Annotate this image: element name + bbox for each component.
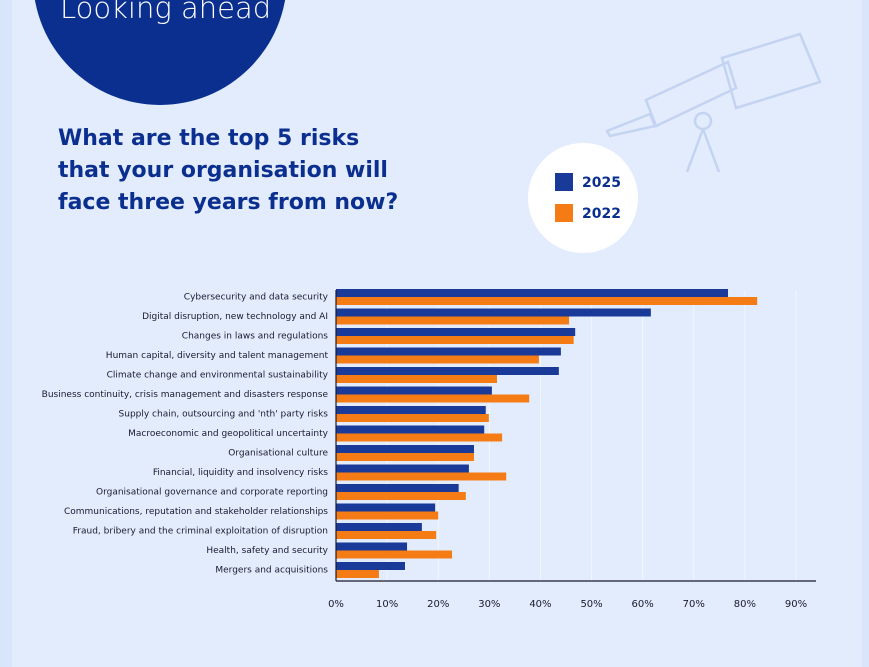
bar: [336, 386, 492, 395]
y-tick-label: Climate change and environmental sustain…: [107, 371, 329, 381]
bar: [336, 433, 503, 442]
x-tick-label: 40%: [529, 599, 551, 610]
y-tick-label: Fraud, bribery and the criminal exploita…: [73, 527, 328, 537]
y-tick-label: Human capital, diversity and talent mana…: [106, 351, 329, 361]
x-tick-label: 70%: [683, 599, 705, 610]
x-tick-label: 60%: [632, 599, 654, 610]
y-tick-label: Health, safety and security: [206, 546, 328, 556]
y-tick-label: Mergers and acquisitions: [215, 566, 328, 576]
bar: [336, 308, 651, 317]
bar: [336, 425, 485, 434]
legend-swatch: [555, 173, 573, 191]
bar: [336, 511, 439, 520]
bar: [336, 453, 474, 461]
bar: [336, 570, 379, 578]
y-tick-label: Financial, liquidity and insolvency risk…: [153, 468, 328, 478]
bar: [336, 484, 459, 492]
bar: [336, 375, 497, 383]
x-tick-label: 30%: [478, 599, 500, 610]
bar: [336, 445, 474, 453]
chart-title: face three years from now?: [58, 190, 398, 215]
legend-circle: [528, 143, 638, 253]
telescope-icon: [605, 32, 822, 173]
x-tick-label: 10%: [376, 599, 398, 610]
bar: [336, 550, 453, 559]
y-tick-label: Digital disruption, new technology and A…: [142, 312, 328, 322]
bar: [336, 347, 561, 356]
bar: [336, 503, 436, 512]
y-tick-label: Organisational governance and corporate …: [96, 488, 328, 498]
legend: 2025 2022: [555, 173, 621, 222]
plot: 0% 10% 20% 30% 40% 50% 60% 70% 80% 90% Cybersecuri…: [42, 289, 816, 610]
bar: [336, 328, 576, 336]
y-tick-label: Organisational culture: [228, 449, 328, 459]
legend-swatch: [555, 204, 573, 222]
x-tick-label: 20%: [427, 599, 449, 610]
bar: [336, 394, 530, 403]
bar: [336, 289, 729, 297]
bar: [336, 472, 507, 481]
header-circle: [34, 0, 286, 105]
bar: [336, 562, 405, 570]
bar: [336, 297, 758, 305]
bar: [336, 531, 437, 539]
bar: [336, 523, 422, 531]
legend-label: 2025: [582, 175, 621, 191]
chart-title: What are the top 5 risks: [58, 126, 359, 151]
bar: [336, 316, 570, 325]
y-tick-label: Business continuity, crisis management a…: [42, 390, 329, 400]
y-tick-label: Communications, reputation and stakehold…: [64, 507, 328, 517]
chart-title: that your organisation will: [58, 158, 388, 183]
bar: [336, 492, 466, 500]
x-tick-label: 50%: [580, 599, 602, 610]
bar: [336, 542, 408, 551]
page-heading: Looking ahead: [60, 0, 271, 25]
bar: [336, 464, 469, 473]
y-tick-label: Cybersecurity and data security: [184, 293, 329, 303]
y-tick-label: Changes in laws and regulations: [182, 332, 329, 342]
bar: [336, 367, 559, 375]
y-tick-label: Supply chain, outsourcing and 'nth' part…: [119, 410, 329, 420]
bar: [336, 336, 574, 344]
bar: [336, 355, 539, 364]
x-tick-label: 80%: [734, 599, 756, 610]
x-tick-label: 90%: [785, 599, 807, 610]
x-tick-label: 0%: [328, 599, 344, 610]
bar: [336, 414, 489, 422]
bar: [336, 406, 486, 414]
y-tick-label: Macroeconomic and geopolitical uncertain…: [128, 429, 329, 439]
legend-label: 2022: [582, 206, 621, 222]
